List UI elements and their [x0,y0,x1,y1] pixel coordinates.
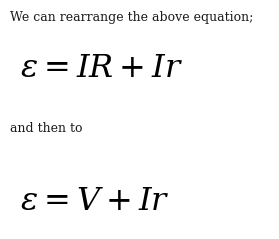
Text: $\varepsilon = IR + Ir$: $\varepsilon = IR + Ir$ [20,53,183,84]
Text: $\varepsilon = V + Ir$: $\varepsilon = V + Ir$ [20,186,169,217]
Text: We can rearrange the above equation;: We can rearrange the above equation; [10,11,253,24]
Text: and then to: and then to [10,122,82,135]
